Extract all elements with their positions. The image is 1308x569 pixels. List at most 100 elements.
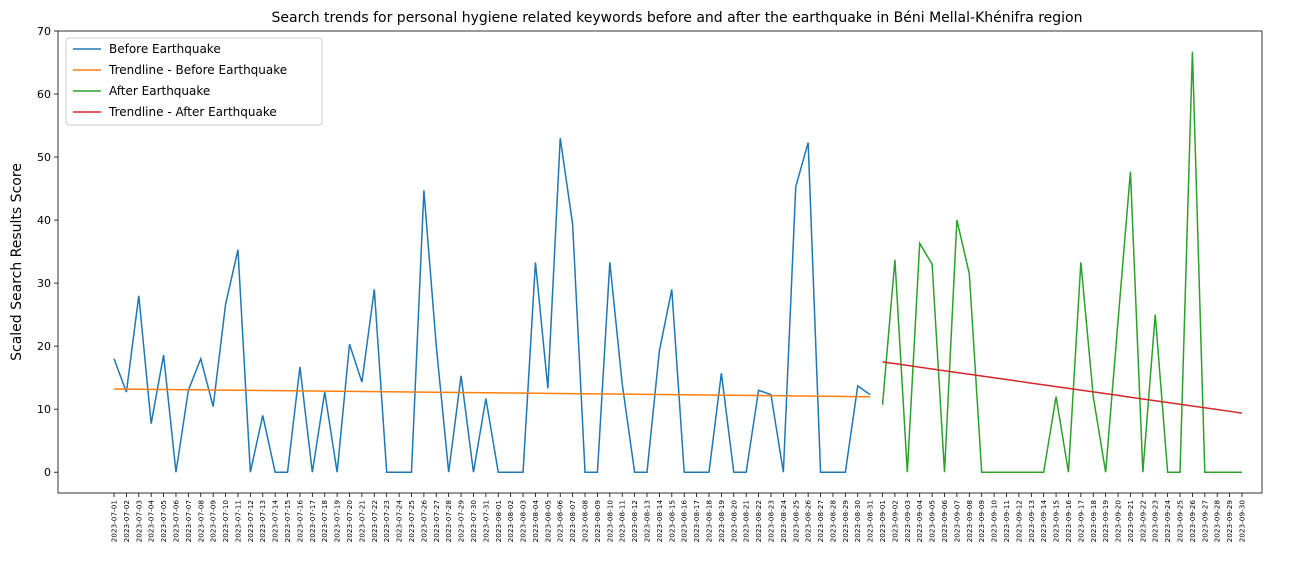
series-line [113, 138, 871, 473]
x-tick-label: 2023-08-22 [754, 500, 763, 542]
x-tick-label: 2023-07-13 [258, 500, 267, 543]
x-tick-label: 2023-09-08 [965, 500, 974, 543]
x-tick-label: 2023-07-28 [444, 500, 453, 543]
x-tick-label: 2023-08-28 [828, 500, 837, 543]
x-tick-label: 2023-08-29 [841, 500, 850, 543]
legend-label: Before Earthquake [109, 42, 221, 56]
x-tick-label: 2023-08-25 [791, 500, 800, 542]
legend-box [65, 37, 323, 126]
legend-label: Trendline - Before Earthquake [108, 63, 287, 77]
x-tick-label: 2023-07-31 [481, 500, 490, 542]
x-tick-label: 2023-08-09 [593, 500, 602, 543]
x-tick-label: 2023-07-01 [110, 500, 119, 542]
x-tick-label: 2023-09-19 [1101, 500, 1110, 543]
x-tick-label: 2023-07-27 [432, 500, 441, 543]
x-tick-label: 2023-09-03 [903, 500, 912, 543]
y-tick-label: 40 [37, 214, 51, 227]
x-tick-label: 2023-09-09 [977, 500, 986, 543]
x-tick-label: 2023-08-27 [816, 500, 825, 543]
x-tick-label: 2023-07-20 [345, 500, 354, 543]
x-tick-label: 2023-09-07 [952, 500, 961, 543]
series-line [113, 388, 871, 398]
x-tick-label: 2023-07-21 [357, 500, 366, 542]
x-tick-label: 2023-07-09 [209, 500, 218, 543]
x-tick-label: 2023-08-13 [643, 500, 652, 543]
x-tick-label: 2023-08-31 [866, 500, 875, 542]
x-tick-label: 2023-09-05 [928, 500, 937, 542]
x-tick-label: 2023-07-14 [271, 500, 280, 543]
x-tick-label: 2023-09-13 [1027, 500, 1036, 543]
x-tick-label: 2023-09-11 [1002, 500, 1011, 542]
x-tick-label: 2023-09-21 [1126, 500, 1135, 542]
x-tick-label: 2023-07-19 [333, 500, 342, 543]
x-tick-label: 2023-08-02 [506, 500, 515, 542]
y-tick-label: 20 [37, 340, 51, 353]
x-tick-label: 2023-07-16 [295, 500, 304, 543]
x-tick-label: 2023-08-01 [494, 500, 503, 542]
x-tick-label: 2023-07-10 [221, 500, 230, 543]
chart-title: Search trends for personal hygiene relat… [272, 10, 1083, 26]
x-tick-label: 2023-09-06 [940, 500, 949, 543]
legend-label: Trendline - After Earthquake [108, 105, 277, 119]
x-tick-label: 2023-07-29 [457, 500, 466, 543]
x-tick-label: 2023-09-29 [1225, 500, 1234, 543]
x-tick-label: 2023-09-01 [878, 500, 887, 542]
x-tick-label: 2023-07-17 [308, 500, 317, 543]
x-tick-label: 2023-07-25 [407, 500, 416, 542]
x-tick-label: 2023-09-18 [1089, 500, 1098, 543]
x-tick-label: 2023-08-17 [692, 500, 701, 543]
x-tick-label: 2023-07-06 [171, 500, 180, 543]
x-tick-label: 2023-09-17 [1076, 500, 1085, 543]
x-tick-label: 2023-09-15 [1052, 500, 1061, 542]
x-tick-label: 2023-07-22 [370, 500, 379, 542]
x-tick-label: 2023-09-10 [990, 500, 999, 543]
x-tick-label: 2023-07-26 [419, 500, 428, 543]
x-tick-label: 2023-07-24 [395, 500, 404, 543]
x-tick-label: 2023-07-02 [122, 500, 131, 542]
y-tick-label: 50 [37, 151, 51, 164]
legend-label: After Earthquake [109, 84, 210, 98]
x-tick-label: 2023-08-30 [853, 500, 862, 543]
series-line [881, 51, 1242, 473]
x-tick-label: 2023-08-18 [704, 500, 713, 543]
x-tick-label: 2023-07-04 [147, 500, 156, 543]
x-tick-label: 2023-09-04 [915, 500, 924, 543]
x-tick-label: 2023-08-23 [766, 500, 775, 543]
x-tick-label: 2023-09-27 [1200, 500, 1209, 543]
x-tick-label: 2023-08-10 [605, 500, 614, 543]
x-tick-label: 2023-07-15 [283, 500, 292, 542]
x-tick-label: 2023-09-26 [1188, 500, 1197, 543]
x-tick-label: 2023-08-14 [655, 500, 664, 543]
x-tick-label: 2023-08-20 [729, 500, 738, 543]
x-tick-label: 2023-09-23 [1151, 500, 1160, 543]
x-tick-label: 2023-08-08 [581, 500, 590, 543]
x-tick-label: 2023-09-25 [1176, 500, 1185, 542]
y-tick-label: 70 [37, 25, 51, 38]
x-tick-label: 2023-08-07 [568, 500, 577, 543]
x-tick-label: 2023-09-14 [1039, 500, 1048, 543]
x-tick-label: 2023-08-26 [804, 500, 813, 543]
plot-frame [57, 30, 1263, 494]
x-tick-label: 2023-09-22 [1138, 500, 1147, 542]
x-tick-label: 2023-09-02 [890, 500, 899, 542]
x-tick-label: 2023-09-30 [1238, 500, 1247, 543]
x-tick-label: 2023-07-08 [196, 500, 205, 543]
x-tick-label: 2023-08-11 [618, 500, 627, 542]
y-tick-label: 10 [37, 403, 51, 416]
x-tick-label: 2023-07-18 [320, 500, 329, 543]
x-tick-label: 2023-08-16 [680, 500, 689, 543]
x-tick-label: 2023-09-12 [1014, 500, 1023, 542]
x-tick-label: 2023-09-28 [1213, 500, 1222, 543]
y-tick-label: 60 [37, 88, 51, 101]
x-tick-label: 2023-08-12 [630, 500, 639, 542]
x-tick-label: 2023-07-30 [469, 500, 478, 543]
x-tick-label: 2023-08-19 [717, 500, 726, 543]
x-tick-label: 2023-07-07 [184, 500, 193, 543]
y-tick-label: 30 [37, 277, 51, 290]
x-tick-label: 2023-09-20 [1114, 500, 1123, 543]
x-tick-label: 2023-09-24 [1163, 500, 1172, 543]
x-tick-label: 2023-08-03 [519, 500, 528, 543]
series-line [882, 361, 1243, 414]
x-tick-label: 2023-08-04 [531, 500, 540, 543]
